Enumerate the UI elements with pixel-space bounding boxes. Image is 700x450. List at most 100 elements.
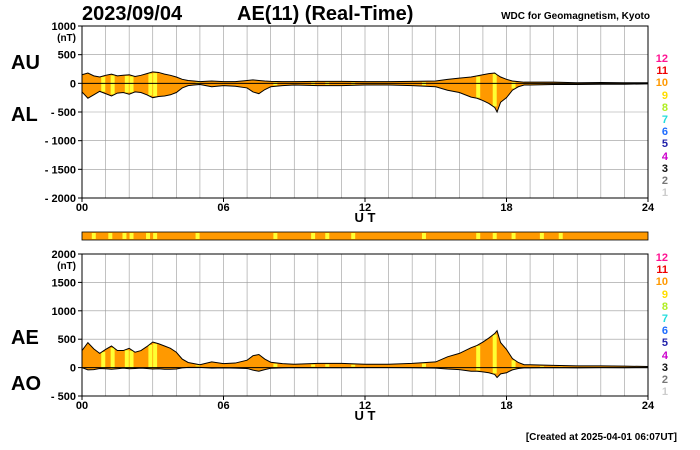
x-tick-label: 24 [642,400,655,412]
date-title: 2023/09/04 [82,3,183,25]
legend-item-5: 5 [661,138,668,151]
highlight-stripe [511,82,516,89]
legend-item-12: 12 [655,53,668,65]
legend-item-10: 10 [655,276,668,289]
y-tick-label: 2000 [52,249,76,261]
y-tick-label: - 500 [51,107,76,119]
activity-bar-segment [539,233,544,239]
legend-item-3: 3 [661,162,668,175]
activity-bar-segment [91,233,96,239]
legend-item-11: 11 [656,264,668,277]
legend-item-7: 7 [661,313,668,325]
ao-label: AO [11,373,41,395]
highlight-stripe [129,76,134,93]
x-tick-label: 00 [76,202,88,214]
legend-item-8: 8 [661,300,668,313]
activity-bar-segment [476,233,481,239]
highlight-stripe [101,76,106,92]
legend-item-9: 9 [661,288,668,301]
highlight-stripe [148,73,153,96]
highlight-stripe [325,364,330,367]
x-tick-label: 24 [642,202,655,214]
x-tick-label: 00 [76,400,88,412]
highlight-stripe [153,343,158,368]
highlight-stripe [492,74,497,107]
legend-item-6: 6 [661,325,668,338]
highlight-stripe [539,366,544,367]
highlight-stripe [492,334,497,374]
area-fill-bottom [82,330,648,378]
series-line-au [81,71,648,84]
highlight-stripe [153,73,158,97]
y-tick-label: 1500 [52,277,76,289]
activity-bar-segment [421,233,426,239]
chart-title: AE(11) (Real-Time) [237,3,414,25]
x-axis-label: U T [355,210,376,225]
highlight-stripe [476,76,481,98]
activity-bar-segment [122,233,127,239]
activity-bar-segment [311,233,316,239]
legend-item-9: 9 [661,89,668,102]
highlight-stripe [124,350,129,368]
activity-bar-segment [325,233,330,239]
x-tick-label: 18 [500,202,512,214]
y-tick-label: 1000 [52,21,76,33]
legend-item-3: 3 [661,361,668,374]
legend-item-1: 1 [661,386,668,399]
color-legend-bottom: 12 11 10 9 8 7 6 5 4 3 2 1 [648,253,668,403]
y-tick-label: 0 [70,363,76,375]
highlight-stripe [476,345,481,371]
highlight-stripe [110,75,115,95]
highlight-stripe [273,363,278,368]
organization-label: WDC for Geomagnetism, Kyoto [501,11,650,22]
legend-item-7: 7 [661,114,668,126]
x-tick-label: 18 [500,400,512,412]
y-tick-label: 1000 [52,306,76,318]
legend-item-11: 11 [656,65,668,78]
activity-bar-segment [558,233,563,239]
x-axis-label: U T [355,408,376,423]
series-line-ao [81,366,649,379]
highlight-stripe [311,364,316,367]
legend-item-4: 4 [661,150,668,163]
series-line-ae [81,329,649,367]
activity-bar-segment [195,233,200,239]
x-tick-label: 12 [359,400,371,412]
y-tick-label: - 2000 [45,193,76,205]
legend-item-1: 1 [661,187,668,200]
highlight-stripe [101,352,106,368]
activity-bar-segment [351,233,356,239]
color-legend-top: 12 11 10 9 8 7 6 5 4 3 2 1 [648,54,668,204]
y-tick-label: - 1500 [45,164,76,176]
y-tick-label: - 1000 [45,136,76,148]
x-tick-label: 06 [217,202,229,214]
activity-bar [81,231,649,241]
legend-item-2: 2 [661,374,668,386]
al-label: AL [11,104,38,126]
x-tick-label: 06 [217,400,229,412]
activity-bar-segment [492,233,497,239]
legend-item-12: 12 [655,252,668,264]
activity-bar-segment [153,233,158,239]
highlight-stripe [148,344,153,368]
y-tick-label: 500 [58,334,76,346]
activity-bar-segment [146,233,151,239]
y-tick-label: 0 [70,78,76,90]
legend-item-6: 6 [661,126,668,139]
series-line-al [81,83,649,114]
y-unit-label: (nT) [57,261,76,272]
highlight-stripe [273,82,278,86]
highlight-stripe [110,347,115,369]
y-tick-label: 500 [58,50,76,62]
highlight-stripe [351,364,356,367]
highlight-stripe [195,365,200,367]
legend-item-8: 8 [661,101,668,114]
activity-bar-segment [511,233,516,239]
legend-item-4: 4 [661,349,668,362]
activity-bar-segment [273,233,278,239]
x-tick-label: 12 [359,202,371,214]
au-label: AU [11,52,40,74]
activity-bar-segment [129,233,134,239]
legend-item-5: 5 [661,337,668,350]
highlight-stripe [421,363,426,367]
